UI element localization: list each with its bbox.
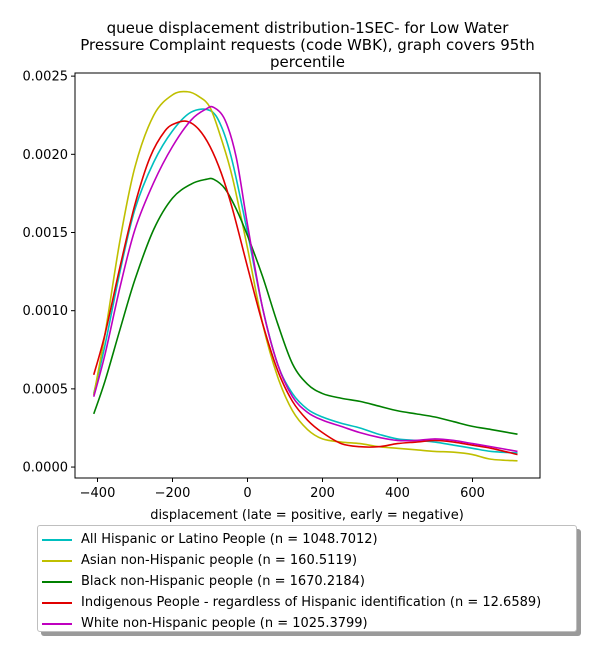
y-tick-label: 0.0025 [23, 70, 69, 85]
x-axis: −400 −200 0 200 400 600 [80, 478, 485, 501]
x-tick-label: −400 [80, 486, 116, 501]
y-tick-label: 0.0010 [23, 304, 69, 319]
y-tick-label: 0.0000 [23, 461, 69, 476]
series-line-3 [92, 120, 518, 456]
x-tick-label: 0 [243, 486, 251, 501]
legend-swatch [42, 602, 72, 604]
legend: All Hispanic or Latino People (n = 1048.… [37, 525, 577, 632]
chart-title-line: percentile [269, 53, 345, 71]
chart-title-line: queue displacement distribution-1SEC- fo… [106, 19, 509, 37]
legend-item: White non-Hispanic people (n = 1025.3799… [38, 613, 576, 634]
x-tick-label: 600 [460, 486, 485, 501]
legend-item: All Hispanic or Latino People (n = 1048.… [38, 529, 576, 550]
legend-label: Asian non-Hispanic people (n = 160.5119) [81, 553, 358, 568]
legend-swatch [42, 581, 72, 583]
legend-label: Indigenous People - regardless of Hispan… [81, 595, 542, 610]
x-tick-label: −200 [155, 486, 191, 501]
plot-frame [74, 72, 541, 479]
y-tick-label: 0.0005 [23, 382, 69, 397]
series-line-2 [92, 177, 518, 436]
legend-label: White non-Hispanic people (n = 1025.3799… [81, 616, 368, 631]
y-axis: 0.0000 0.0005 0.0010 0.0015 0.0020 0.0025 [23, 70, 75, 476]
chart-title: queue displacement distribution-1SEC- fo… [0, 20, 600, 71]
y-tick-label: 0.0015 [23, 226, 69, 241]
x-axis-label: displacement (late = positive, early = n… [150, 508, 464, 523]
x-tick-label: 400 [385, 486, 410, 501]
chart-title-line: Pressure Complaint requests (code WBK), … [80, 36, 535, 54]
y-tick-label: 0.0020 [23, 148, 69, 163]
legend-label: Black non-Hispanic people (n = 1670.2184… [81, 574, 365, 589]
legend-swatch [42, 623, 72, 625]
x-tick-label: 200 [310, 486, 335, 501]
legend-label: All Hispanic or Latino People (n = 1048.… [81, 532, 378, 547]
legend-item: Indigenous People - regardless of Hispan… [38, 592, 576, 613]
legend-item: Black non-Hispanic people (n = 1670.2184… [38, 571, 576, 592]
series-line-1 [92, 90, 518, 462]
legend-item: Asian non-Hispanic people (n = 160.5119) [38, 550, 576, 571]
legend-swatch [42, 539, 72, 541]
series-line-0 [92, 108, 518, 454]
plot-lines [92, 90, 518, 462]
series-line-4 [92, 105, 518, 453]
legend-swatch [42, 560, 72, 562]
